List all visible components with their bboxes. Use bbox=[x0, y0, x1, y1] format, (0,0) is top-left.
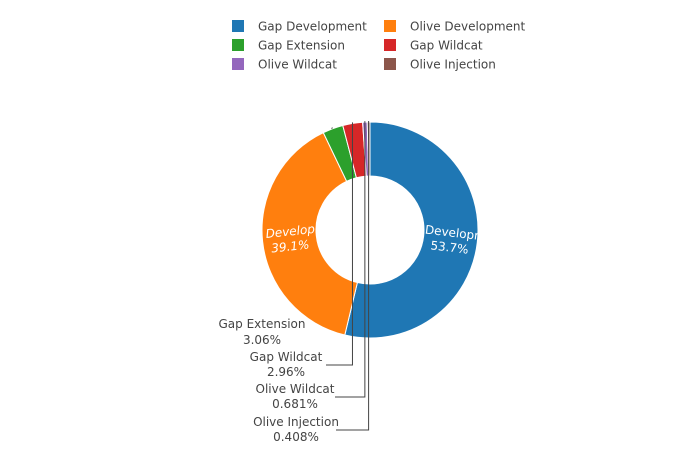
legend-swatch bbox=[232, 20, 244, 32]
slice-gap-development[interactable] bbox=[344, 121, 479, 339]
slice-label: Gap Wildcat bbox=[250, 350, 323, 364]
legend-item-gap-development[interactable]: Gap Development bbox=[232, 20, 367, 34]
slice-olive-development[interactable] bbox=[261, 131, 359, 336]
legend: Gap Development Olive Development Gap Exte… bbox=[232, 20, 525, 72]
legend-swatch bbox=[384, 20, 396, 32]
legend-item-gap-wildcat[interactable]: Gap Wildcat bbox=[384, 39, 483, 53]
legend-item-olive-development[interactable]: Olive Development bbox=[384, 20, 525, 34]
legend-label: Olive Wildcat bbox=[258, 58, 337, 72]
slice-label: Olive Injection bbox=[253, 415, 339, 429]
slice-percent: 53.7% bbox=[430, 238, 470, 256]
outside-label-gap-extension: Gap Extension 3.06% bbox=[219, 127, 333, 347]
leader-line bbox=[336, 121, 370, 431]
legend-label: Olive Injection bbox=[410, 58, 496, 72]
slice-percent: 0.681% bbox=[272, 397, 318, 411]
legend-swatch bbox=[384, 58, 396, 70]
legend-item-gap-extension[interactable]: Gap Extension bbox=[232, 39, 345, 53]
legend-item-olive-wildcat[interactable]: Olive Wildcat bbox=[232, 58, 337, 72]
legend-swatch bbox=[232, 58, 244, 70]
slice-label: Gap Extension bbox=[219, 317, 306, 331]
leader-line bbox=[335, 121, 366, 398]
legend-item-olive-injection[interactable]: Olive Injection bbox=[384, 58, 496, 72]
leader-line bbox=[326, 122, 353, 366]
slice-percent: 0.408% bbox=[273, 430, 319, 444]
slice-percent: 2.96% bbox=[267, 365, 305, 379]
legend-label: Gap Wildcat bbox=[410, 39, 483, 53]
leader-line bbox=[331, 127, 333, 129]
pie-slices bbox=[261, 121, 479, 339]
slice-label: Olive Wildcat bbox=[256, 382, 335, 396]
slice-percent: 39.1% bbox=[271, 238, 310, 256]
legend-label: Olive Development bbox=[410, 20, 525, 34]
slice-percent: 3.06% bbox=[243, 333, 281, 347]
legend-swatch bbox=[384, 39, 396, 51]
legend-label: Gap Development bbox=[258, 20, 367, 34]
legend-swatch bbox=[232, 39, 244, 51]
legend-label: Gap Extension bbox=[258, 39, 345, 53]
